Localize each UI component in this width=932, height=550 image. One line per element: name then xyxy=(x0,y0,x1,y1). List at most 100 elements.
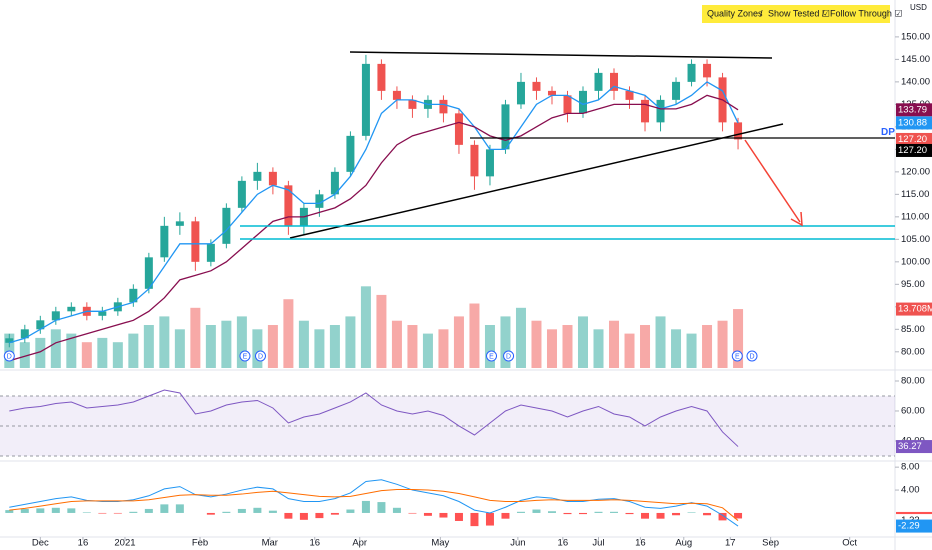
y-tick-label: 150.00 xyxy=(901,31,930,42)
candle-body xyxy=(206,243,215,262)
toolbar-item[interactable]: Show Tested ☑ xyxy=(768,8,830,18)
line-series xyxy=(9,81,739,344)
macd-histogram-bar xyxy=(206,512,215,515)
price-badge-label: -2.29 xyxy=(898,521,920,532)
volume-bar xyxy=(19,342,30,368)
volume-bar xyxy=(531,320,542,368)
event-icon xyxy=(731,350,743,362)
volume-bar xyxy=(314,329,325,368)
volume-bar xyxy=(221,320,232,368)
volume-bar xyxy=(484,325,495,368)
candle-body xyxy=(641,99,650,123)
y-tick-label: 105.00 xyxy=(901,234,930,245)
x-tick-label: Jul xyxy=(592,538,604,549)
macd-histogram-bar xyxy=(98,512,107,514)
candle-body xyxy=(656,99,665,123)
event-icon xyxy=(254,350,266,362)
candle-body xyxy=(687,63,696,82)
volume-bar xyxy=(252,329,263,368)
candle-body xyxy=(532,81,541,91)
candle-body xyxy=(222,207,231,244)
candle-body xyxy=(144,257,153,289)
volume-bar xyxy=(360,286,371,368)
event-icon xyxy=(3,350,15,362)
macd-histogram-bar xyxy=(547,511,556,513)
price-badge-label: 133.79 xyxy=(898,104,927,115)
volume-bar xyxy=(376,294,387,368)
event-label: D xyxy=(258,353,263,360)
y-tick-label: 8.00 xyxy=(901,462,920,473)
macd-histogram-bar xyxy=(703,512,712,516)
volume-bar xyxy=(593,329,604,368)
y-tick-label: 85.00 xyxy=(901,324,925,335)
macd-histogram-bar xyxy=(408,512,417,514)
volume-bar xyxy=(236,316,247,368)
volume-bar xyxy=(298,320,309,368)
candle-body xyxy=(625,90,634,100)
macd-histogram-bar xyxy=(129,511,138,513)
toolbar[interactable] xyxy=(702,5,890,23)
macd-histogram-bar xyxy=(268,510,277,513)
x-tick-label: 16 xyxy=(309,538,320,549)
toolbar-item[interactable]: Quality Zones xyxy=(707,8,763,18)
candle-body xyxy=(268,171,277,186)
volume-bar xyxy=(345,316,356,368)
volume-bar xyxy=(283,299,294,368)
volume-bar xyxy=(97,337,108,368)
candle-body xyxy=(346,135,355,172)
event-label: E xyxy=(489,353,494,360)
macd-histogram-bar xyxy=(361,500,370,513)
toolbar-separator: / xyxy=(760,8,763,18)
y-tick-label: 145.00 xyxy=(901,54,930,65)
line-series xyxy=(9,479,739,527)
price-badge-label: 127.20 xyxy=(898,145,927,156)
volume-bar xyxy=(81,342,92,368)
candle-body xyxy=(377,63,386,91)
x-tick-label: 16 xyxy=(78,538,89,549)
volume-bar xyxy=(546,329,557,368)
candle-body xyxy=(51,311,60,321)
annotation: DP xyxy=(881,127,895,138)
support-line xyxy=(289,123,784,239)
price-badge xyxy=(896,116,932,130)
macd-histogram-bar xyxy=(377,502,386,513)
event-icon xyxy=(486,350,498,362)
price-badge-label: 13.708M xyxy=(898,304,932,315)
toolbar-item[interactable]: Follow Through ☑ xyxy=(830,8,902,18)
macd-histogram-bar xyxy=(718,512,727,521)
macd-histogram-bar xyxy=(656,512,665,519)
volume-bar xyxy=(609,320,620,368)
volume-bar xyxy=(438,329,449,368)
macd-histogram-bar xyxy=(82,512,91,513)
candle-body xyxy=(67,306,76,312)
y-tick-label: 95.00 xyxy=(901,279,925,290)
volume-bar xyxy=(655,316,666,368)
candle-body xyxy=(485,149,494,177)
x-tick-label: 2021 xyxy=(114,538,135,549)
volume-bar xyxy=(159,316,170,368)
event-icon xyxy=(503,350,515,362)
x-tick-label: Dec xyxy=(32,538,49,549)
line-series xyxy=(9,389,739,447)
volume-bar xyxy=(174,329,185,368)
candle-body xyxy=(129,288,138,303)
x-tick-label: 17 xyxy=(725,538,736,549)
candle-body xyxy=(330,171,339,195)
macd-histogram-bar xyxy=(687,512,696,513)
event-icon xyxy=(239,350,251,362)
candle-body xyxy=(392,90,401,100)
macd-histogram-bar xyxy=(470,512,479,527)
volume-bar xyxy=(190,307,201,368)
candle-body xyxy=(284,185,293,226)
price-badge xyxy=(896,143,932,157)
resistance-line xyxy=(349,51,773,59)
volume-bar xyxy=(391,320,402,368)
arrow-head xyxy=(790,211,803,227)
macd-histogram-bar xyxy=(594,511,603,513)
macd-histogram-bar xyxy=(532,509,541,513)
macd-histogram-bar xyxy=(222,511,231,513)
candle-body xyxy=(408,99,417,109)
macd-histogram-bar xyxy=(641,512,650,519)
line-series xyxy=(9,488,739,521)
